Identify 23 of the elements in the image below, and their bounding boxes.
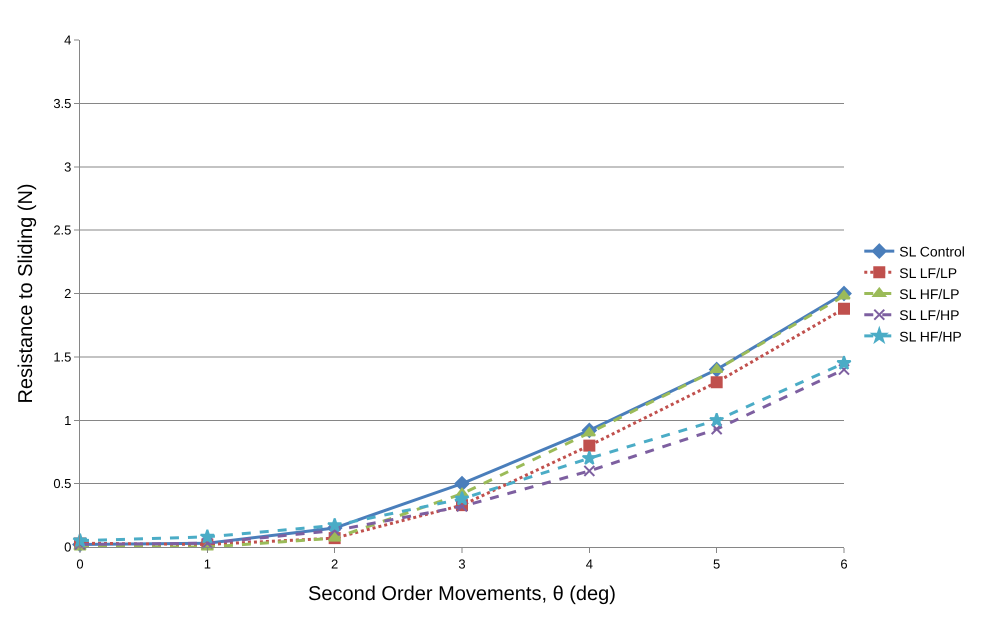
legend-label: SL HF/LP (899, 286, 960, 302)
y-tick-label: 1.5 (53, 349, 72, 364)
y-tick-label: 3 (64, 159, 72, 174)
y-tick-label: 3.5 (53, 96, 72, 111)
y-tick-label: 1 (64, 412, 72, 428)
x-tick-label: 4 (586, 556, 593, 572)
y-tick-label: 2 (64, 286, 72, 302)
x-axis-title: Second Order Movements, θ (deg) (308, 583, 616, 606)
x-tick-label: 6 (840, 556, 848, 572)
y-axis-title: Resistance to Sliding (N) (14, 183, 37, 404)
x-tick-label: 5 (713, 556, 720, 572)
y-tick-label: 0 (64, 540, 72, 555)
y-tick-label: 2.5 (53, 222, 72, 238)
x-tick-label: 1 (204, 556, 211, 572)
legend-label: SL Control (899, 244, 965, 260)
y-tick-label: 0.5 (53, 476, 72, 492)
x-tick-label: 3 (458, 556, 466, 572)
x-tick-label: 2 (331, 556, 338, 572)
x-tick-label: 0 (76, 556, 84, 572)
legend-label: SL LF/HP (899, 307, 960, 324)
legend-label: SL LF/LP (899, 264, 958, 281)
y-tick-label: 4 (64, 32, 72, 48)
legend-label: SL HF/HP (899, 328, 962, 344)
